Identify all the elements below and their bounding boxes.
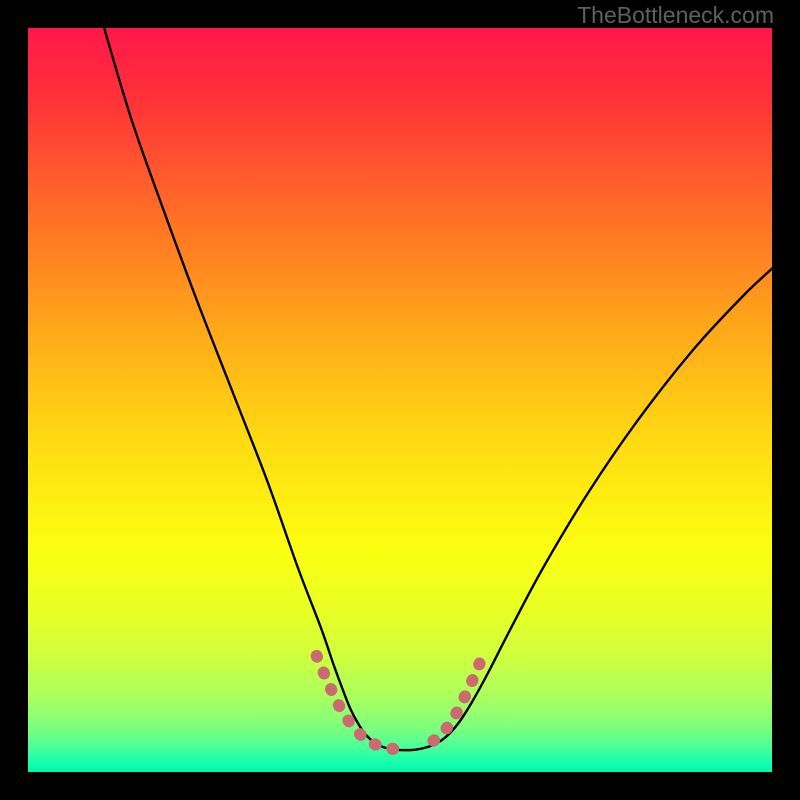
watermark-text: TheBottleneck.com xyxy=(577,2,774,29)
curve-right-branch xyxy=(398,265,772,750)
curve-left-branch xyxy=(103,28,398,750)
chart-frame: TheBottleneck.com xyxy=(0,0,800,800)
plot-area xyxy=(28,28,772,772)
highlight-dotted-left xyxy=(317,656,398,750)
curves-layer xyxy=(28,28,772,772)
